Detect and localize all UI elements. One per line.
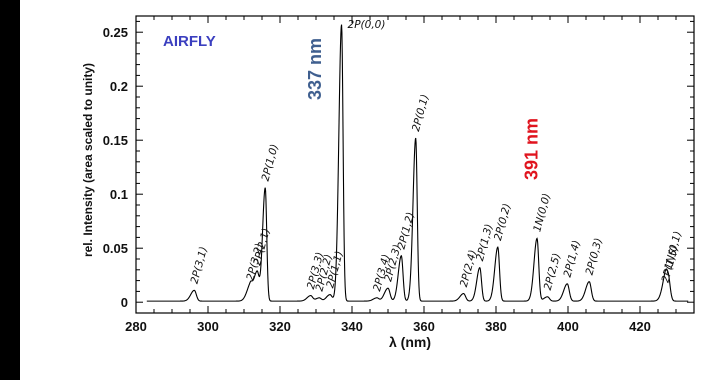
y-tick-label: 0.2: [110, 79, 128, 94]
x-axis: 280 300 320 340 360 380 400 420: [125, 16, 695, 334]
x-tick-label: 280: [125, 319, 147, 334]
left-edge-bar: [0, 0, 20, 380]
peak-label: 2P(0,1): [410, 93, 431, 133]
x-tick-label: 300: [197, 319, 219, 334]
peak-labels: 2P(3,1) 2P(3,2)2P(2,1)2P(1,0)2P(3,3)2P(2,…: [189, 19, 685, 293]
peak-label: 2P(3,1): [189, 245, 210, 285]
x-axis-title: λ (nm): [389, 334, 431, 350]
highlight-label: 391 nm: [522, 118, 542, 180]
x-tick-label: 340: [341, 319, 363, 334]
spectrum-line: [146, 24, 689, 302]
y-axis: 0 0.05 0.1 0.15 0.2 0.25: [103, 20, 694, 310]
brand-label: AIRFLY: [163, 33, 216, 50]
peak-label: 1N(0,0): [531, 192, 553, 233]
y-tick-label: 0.25: [103, 25, 128, 40]
peak-label: 1N(0,1): [662, 230, 684, 271]
peak-label: 2P(1,3): [474, 223, 495, 263]
y-axis-title: rel. Intensity (area scaled to unity): [81, 63, 95, 257]
plot-frame: [135, 15, 695, 314]
peak-label: 2P(2,5): [542, 252, 563, 292]
y-tick-label: 0.15: [103, 133, 128, 148]
x-tick-label: 400: [557, 319, 579, 334]
y-tick-label: 0.1: [110, 187, 128, 202]
peak-label: 2P(1,4): [562, 239, 583, 279]
peak-label: 2P(0,2): [492, 202, 513, 242]
x-tick-label: 380: [485, 319, 507, 334]
peak-label: 2P(0,0): [348, 19, 386, 31]
highlight-labels: 337 nm 391 nm: [305, 38, 541, 180]
highlight-label: 337 nm: [305, 38, 325, 100]
x-tick-label: 420: [629, 319, 651, 334]
x-tick-label: 360: [413, 319, 435, 334]
y-tick-label: 0.05: [103, 241, 128, 256]
x-tick-label: 320: [269, 319, 291, 334]
peak-label: 2P(1,0): [260, 143, 281, 183]
peak-label: 2P(0,3): [584, 237, 605, 277]
y-tick-label: 0: [121, 295, 128, 310]
peak-label: 2P(1,2): [396, 211, 417, 251]
